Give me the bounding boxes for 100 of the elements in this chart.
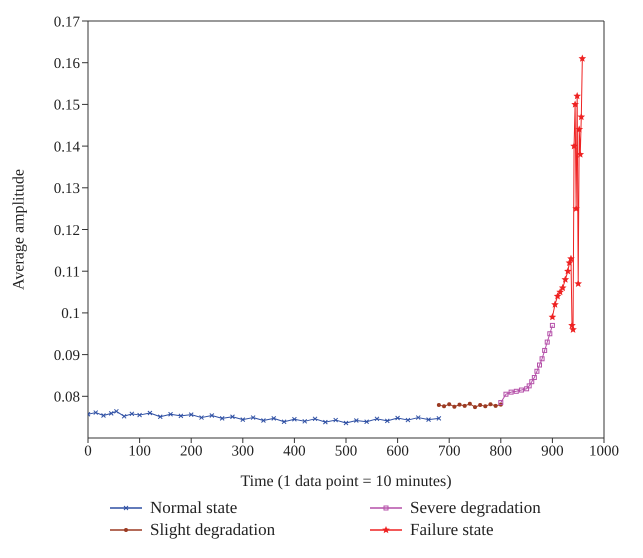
point <box>447 402 452 406</box>
point <box>442 404 446 408</box>
y-tick-label: 0.08 <box>54 390 80 406</box>
y-tick-label: 0.16 <box>54 56 80 72</box>
x-tick-label: 100 <box>128 444 151 460</box>
point <box>574 280 582 287</box>
point <box>514 388 519 394</box>
point <box>524 386 530 392</box>
point <box>508 390 514 395</box>
point <box>312 416 318 422</box>
point <box>209 412 214 418</box>
point <box>468 402 472 406</box>
point <box>333 418 338 423</box>
point <box>384 418 390 424</box>
point <box>503 392 508 397</box>
point <box>322 420 328 425</box>
x-tick-label: 0 <box>84 444 92 460</box>
point <box>554 292 562 300</box>
point <box>526 383 532 388</box>
point <box>577 112 586 120</box>
point <box>302 418 308 424</box>
point <box>556 288 564 296</box>
point <box>230 414 235 420</box>
point <box>551 300 559 308</box>
point <box>147 410 152 416</box>
point <box>537 362 542 368</box>
point <box>550 322 555 328</box>
point <box>188 412 194 418</box>
point <box>483 404 488 408</box>
x-tick-label: 500 <box>334 444 358 460</box>
point <box>462 404 467 408</box>
point <box>488 402 492 406</box>
y-tick-label: 0.12 <box>54 222 80 239</box>
x-tick-label: 400 <box>283 444 306 460</box>
point <box>364 419 370 424</box>
point <box>158 414 163 420</box>
point <box>570 142 578 150</box>
point <box>547 331 552 336</box>
point <box>395 415 400 420</box>
point <box>282 419 287 424</box>
y-tick-label: 0.15 <box>54 98 80 114</box>
point <box>542 348 548 353</box>
point <box>564 267 572 274</box>
point <box>452 404 456 409</box>
point <box>529 379 534 384</box>
point <box>250 415 256 420</box>
point <box>561 276 570 283</box>
point <box>220 416 225 421</box>
legend-label: Normal state <box>150 498 238 518</box>
x-tick-label: 800 <box>490 444 512 460</box>
point <box>572 204 580 212</box>
point <box>518 388 524 393</box>
point <box>137 412 142 418</box>
point <box>571 100 579 108</box>
point <box>534 368 540 374</box>
point <box>178 413 184 418</box>
y-tick-label: 0.11 <box>54 264 80 281</box>
point <box>436 403 441 408</box>
point <box>578 54 586 62</box>
y-tick-label: 0.17 <box>54 14 80 30</box>
point <box>100 412 106 418</box>
x-tick-label: 700 <box>438 444 460 460</box>
point <box>575 125 584 133</box>
y-tick-label: 0.09 <box>54 348 80 364</box>
point <box>544 340 550 345</box>
point <box>260 418 266 423</box>
point <box>168 412 174 417</box>
point <box>344 420 348 426</box>
legend-label: Severe degradation <box>410 498 541 518</box>
y-tick-label: 0.13 <box>54 181 80 198</box>
point <box>494 404 498 408</box>
point <box>573 92 581 100</box>
point <box>473 405 477 410</box>
x-tick-label: 200 <box>180 444 202 460</box>
point <box>498 400 504 406</box>
point <box>426 417 432 422</box>
legend-label: Failure state <box>410 520 494 540</box>
point <box>567 254 575 262</box>
x-tick-label: 300 <box>232 444 254 460</box>
point <box>558 284 567 292</box>
point <box>416 415 421 420</box>
point <box>122 414 127 419</box>
point <box>458 402 462 407</box>
point <box>532 375 537 380</box>
point <box>93 410 98 416</box>
point <box>240 417 246 422</box>
point <box>292 416 297 422</box>
x-tick-label: 1000 <box>589 444 619 460</box>
x-tick-label: 600 <box>386 444 409 460</box>
line-series <box>498 322 555 406</box>
point <box>405 418 410 423</box>
x-tick-label: 900 <box>541 444 564 460</box>
point <box>129 411 134 416</box>
y-tick-label: 0.1 <box>61 306 80 322</box>
point <box>540 356 545 362</box>
point <box>374 416 380 422</box>
point <box>199 415 204 420</box>
x-axis-title: Time (1 data point = 10 minutes) <box>240 473 452 490</box>
legend-label: Slight degradation <box>150 520 276 540</box>
point <box>271 416 276 421</box>
